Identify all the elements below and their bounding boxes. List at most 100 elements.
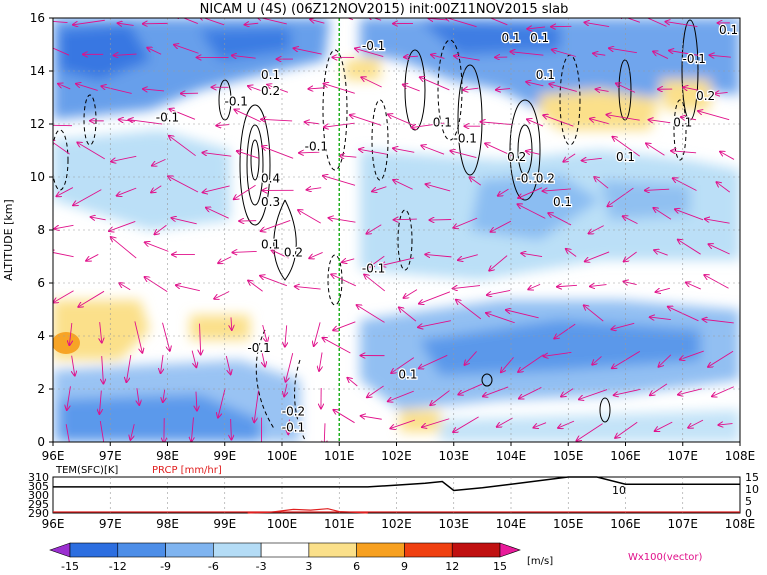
surface-left-tick: 300 [28, 489, 49, 502]
wind-vector [216, 125, 230, 126]
wind-vector [225, 355, 230, 374]
wind-vector [361, 416, 382, 420]
wind-vector [305, 122, 319, 124]
wind-vector [528, 283, 541, 289]
wind-vectors [53, 18, 735, 442]
wind-vector [130, 424, 135, 440]
wind-vector [606, 115, 640, 121]
wind-vector [77, 143, 105, 160]
grid-lines [53, 18, 740, 442]
contour-label: 0.1 [261, 238, 280, 252]
wind-vector [67, 386, 71, 410]
contour-label: -0.1 [224, 94, 247, 108]
wind-vector [196, 391, 197, 411]
wind-vector [534, 422, 547, 428]
wind-vector [614, 388, 641, 395]
wind-vector [295, 286, 321, 289]
wind-vector [260, 276, 288, 287]
wind-vector [347, 378, 358, 387]
contour-label: 0.1 [673, 116, 692, 130]
wind-vector [309, 252, 323, 258]
y-tick-label: 6 [37, 276, 45, 290]
colorbar-segment [260, 542, 310, 558]
wind-vector [527, 119, 544, 127]
wind-vector [78, 290, 105, 307]
wind-vector [612, 137, 640, 157]
wind-vector [171, 218, 197, 225]
wind-vector [431, 55, 445, 59]
wind-vector [262, 146, 294, 159]
wind-vector [99, 420, 105, 442]
wind-vector [231, 418, 232, 440]
wind-vector [422, 418, 450, 427]
x-axis-ticks: 96E 97E 98E 99E 100E 101E 102E 103E 104E 105E 106E… [42, 442, 755, 463]
wind-vector [463, 88, 479, 90]
surface-right-tick: 5 [745, 495, 752, 508]
wind-vector [506, 310, 539, 319]
wind-vector [154, 224, 167, 234]
colorbar-tick: 9 [401, 560, 408, 573]
wind-vector [489, 255, 508, 271]
wind-vector [623, 281, 637, 284]
surface-x-tick-label: 105E [553, 517, 584, 531]
wind-vector [612, 350, 641, 368]
wind-vector [218, 388, 226, 417]
contour-label: -0.1 [247, 341, 270, 355]
x-tick-label: 99E [213, 449, 236, 463]
surface-left-tick: 290 [28, 507, 49, 520]
surface-x-tick-label: 103E [439, 517, 470, 531]
wind-vector [202, 153, 232, 157]
wind-vector [350, 115, 382, 126]
wind-vector [391, 357, 415, 373]
wind-vector [425, 254, 452, 256]
wind-vector [393, 180, 413, 190]
wind-vector [453, 416, 479, 432]
wind-vector [650, 383, 668, 395]
vector-note: Wx100(vector) [628, 552, 703, 563]
wind-vector [590, 285, 607, 287]
orange-core [53, 332, 80, 354]
surface-panel: TEM(SFC)[K] PRCP [mm/hr] 10 310305300295… [28, 465, 759, 531]
wind-vector [322, 338, 351, 354]
wind-vector [710, 55, 731, 57]
wind-vector [294, 48, 322, 55]
wind-vector [716, 182, 731, 193]
contour-label: 0.2 [536, 171, 555, 185]
contour-label: 0.1 [398, 367, 417, 381]
wind-vector [333, 410, 355, 424]
wind-vector [169, 136, 196, 157]
wind-vector [200, 323, 201, 355]
wind-vector [206, 208, 229, 219]
wind-vector [357, 305, 385, 323]
wind-vector [526, 82, 544, 87]
wind-vector [307, 188, 322, 190]
colorbar-segment [404, 542, 453, 558]
wind-vector [487, 290, 511, 295]
y-tick-label: 8 [37, 223, 45, 237]
wind-vector [285, 325, 287, 346]
wind-vector [589, 225, 604, 234]
wind-vector [298, 210, 321, 224]
surface-x-tick-label: 107E [668, 517, 699, 531]
contour-label: 0.2 [284, 246, 303, 260]
wind-vector [53, 46, 70, 56]
wind-vector [58, 84, 71, 90]
wind-vector [176, 285, 200, 292]
wind-vector [101, 86, 132, 94]
wind-vector [501, 357, 514, 372]
x-tick-label: 106E [610, 449, 641, 463]
wind-vector [464, 351, 477, 364]
wind-vector [611, 322, 635, 329]
surface-right-tick: 15 [745, 471, 759, 484]
wind-vector [592, 356, 602, 364]
colorbar-segment [165, 542, 214, 558]
wind-vector [456, 300, 482, 320]
surface-x-tick-label: 96E [42, 517, 65, 531]
colorbar-unit: [m/s] [527, 556, 553, 567]
wind-vector [69, 322, 71, 345]
wind-vector [584, 305, 604, 322]
x-tick-label: 105E [553, 449, 584, 463]
chart-title: NICAM U (4S) (06Z12NOV2015) init:00Z11NO… [200, 2, 569, 17]
wind-vector [404, 289, 418, 298]
